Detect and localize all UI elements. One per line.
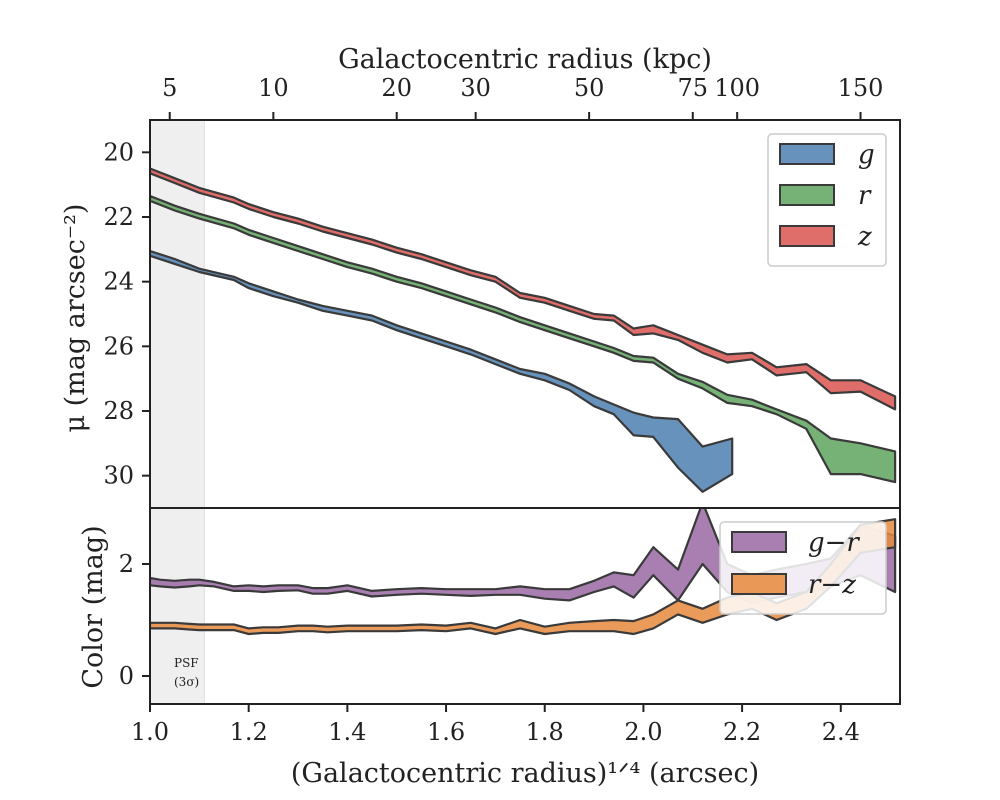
- top-y-ticks: 20 22 24 26 28 30: [103, 138, 150, 490]
- surface-brightness-bands: [150, 167, 897, 493]
- top-y-tick-label: 20: [103, 138, 134, 166]
- band-r: [150, 194, 897, 484]
- top-y-tick-label: 24: [103, 268, 134, 296]
- legend-swatch-z: [779, 225, 835, 247]
- psf-sigma-label: (3σ): [174, 675, 199, 689]
- bottom-plot-frame: [149, 507, 901, 705]
- top-x-tick-label: 20: [381, 74, 412, 102]
- bottom-x-tick-label: 2.4: [822, 718, 860, 746]
- color-bands: [150, 508, 897, 636]
- bottom-x-tick-label: 1.2: [230, 718, 268, 746]
- legend-swatch-r-minus-z: [731, 573, 787, 595]
- legend-label-r: r: [858, 181, 872, 211]
- top-x-tick-label: 5: [162, 74, 177, 102]
- top-axis-title: Galactocentric radius (kpc): [338, 44, 712, 75]
- legend-label-r-minus-z: r−z: [808, 570, 856, 600]
- psf-shade-rect: [150, 508, 205, 704]
- top-x-tick-label: 10: [258, 74, 289, 102]
- band-g: [150, 249, 734, 493]
- bottom-legend: g−r r−z: [719, 521, 887, 615]
- band-r-minus-z: [150, 518, 897, 636]
- surface-brightness-panel: 20 22 24 26 28 30 5 10 20 30 50 75 100 150 Galactoce…: [60, 44, 901, 509]
- top-x-tick-label: 100: [714, 74, 760, 102]
- bottom-x-tick-label: 2.2: [723, 718, 761, 746]
- top-y-axis-title: μ (mag arcsec⁻²): [60, 204, 91, 433]
- bottom-x-tick-label: 2.0: [624, 718, 662, 746]
- psf-shaded-region-bottom: [150, 508, 205, 704]
- bottom-x-tick-label: 1.0: [131, 718, 169, 746]
- bottom-y-axis-title: Color (mag): [78, 525, 109, 688]
- bottom-y-tick-label: 0: [119, 662, 134, 690]
- bottom-x-axis-title: (Galactocentric radius)¹ᐟ⁴ (arcsec): [291, 758, 759, 789]
- bottom-x-ticks: 1.0 1.2 1.4 1.6 1.8 2.0 2.2 2.4: [131, 704, 860, 746]
- legend-label-z: z: [857, 222, 872, 252]
- bottom-x-tick-label: 1.8: [526, 718, 564, 746]
- legend-swatch-r: [779, 184, 835, 206]
- top-x-tick-label: 30: [460, 74, 491, 102]
- band-g-minus-r: [150, 508, 897, 605]
- bottom-x-tick-label: 1.4: [328, 718, 366, 746]
- top-y-tick-label: 30: [103, 462, 134, 490]
- bottom-y-tick-label: 2: [119, 550, 134, 578]
- color-panel: g−rr−z 02 1.0 1.2 1.4 1.6 1.8 2.0 2.2 2.4 PSF (…: [78, 507, 901, 789]
- top-x-ticks: 5 10 20 30 50 75 100 150: [162, 74, 883, 120]
- bottom-x-tick-label: 1.6: [427, 718, 465, 746]
- top-legend: grz: [767, 133, 887, 267]
- band-z: [150, 167, 897, 411]
- top-x-tick-label: 75: [677, 74, 708, 102]
- legend-label-g: g: [858, 140, 875, 170]
- top-y-tick-label: 28: [103, 397, 134, 425]
- top-y-tick-label: 22: [103, 203, 134, 231]
- legend-label-g-minus-r: g−r: [808, 528, 860, 558]
- top-y-tick-label: 26: [103, 332, 134, 360]
- legend-swatch-g: [779, 143, 835, 165]
- bottom-y-ticks: 02: [119, 550, 150, 690]
- top-x-tick-label: 50: [574, 74, 605, 102]
- psf-label: PSF: [174, 656, 199, 670]
- top-x-tick-label: 150: [838, 74, 884, 102]
- legend-swatch-g-minus-r: [731, 531, 787, 553]
